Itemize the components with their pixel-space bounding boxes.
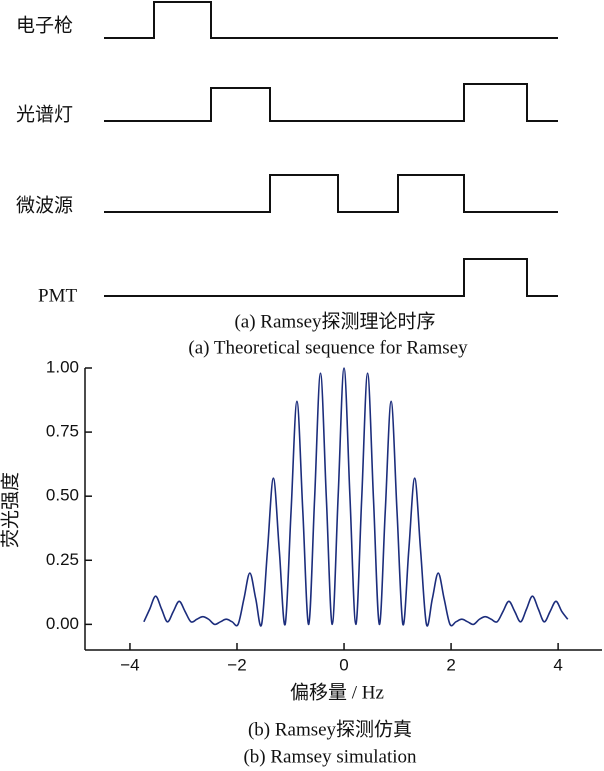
caption: (a) Ramsey探测理论时序: [234, 310, 435, 332]
signal-label: 光谱灯: [16, 103, 73, 125]
signal-label: PMT: [38, 285, 77, 306]
caption: (a) Theoretical sequence for Ramsey: [188, 337, 468, 358]
waveform: [104, 258, 558, 297]
y-tick-label: 0.50: [46, 486, 79, 505]
waveform: [104, 174, 558, 213]
y-tick-label: 0.25: [46, 550, 79, 569]
signal-label: 电子枪: [16, 14, 73, 36]
waveform: [104, 1, 558, 39]
y-tick-label: 0.75: [46, 422, 79, 441]
x-tick-label: −2: [227, 655, 246, 674]
line: [143, 367, 569, 627]
x-axis-label: 偏移量 / Hz: [290, 681, 384, 703]
waveform: [104, 83, 558, 122]
x-tick-label: 2: [446, 655, 455, 674]
y-tick-label: 1.00: [46, 357, 79, 376]
caption: (b) Ramsey simulation: [243, 746, 417, 767]
x-tick-label: 0: [339, 655, 348, 674]
y-tick-label: 0.00: [46, 614, 79, 633]
y-axis-label: 荧光强度: [0, 472, 21, 548]
caption: (b) Ramsey探测仿真: [248, 718, 412, 740]
signal-label: 微波源: [16, 194, 73, 216]
x-tick-label: 4: [553, 655, 562, 674]
x-tick-label: −4: [120, 655, 139, 674]
